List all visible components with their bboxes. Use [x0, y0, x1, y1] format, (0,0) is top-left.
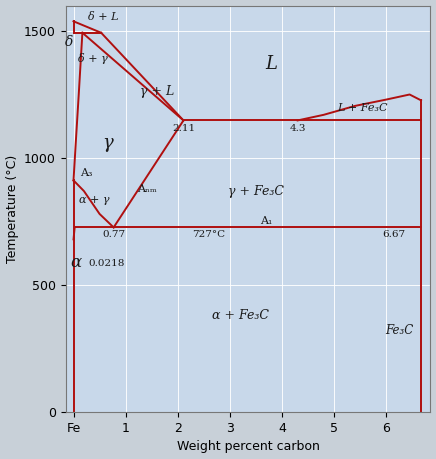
Text: δ + γ: δ + γ	[78, 53, 107, 64]
Text: α + γ: α + γ	[79, 195, 109, 205]
Text: δ: δ	[65, 35, 74, 50]
Text: 0.0218: 0.0218	[88, 259, 125, 268]
Text: A₃: A₃	[80, 168, 92, 178]
Text: A₁: A₁	[260, 216, 272, 226]
Text: δ + L: δ + L	[88, 12, 119, 22]
Text: 727°C: 727°C	[192, 230, 225, 239]
Text: L: L	[266, 55, 278, 73]
Text: γ + Fe₃C: γ + Fe₃C	[228, 185, 284, 197]
Text: Aₙₘ: Aₙₘ	[137, 184, 157, 194]
Text: γ: γ	[102, 134, 113, 152]
Text: 6.67: 6.67	[382, 230, 405, 239]
X-axis label: Weight percent carbon: Weight percent carbon	[177, 441, 320, 453]
Text: α + Fe₃C: α + Fe₃C	[212, 309, 269, 322]
Text: Fe₃C: Fe₃C	[385, 325, 413, 337]
Y-axis label: Temperature (°C): Temperature (°C)	[6, 155, 19, 263]
Text: γ + L: γ + L	[140, 85, 174, 99]
Text: α: α	[71, 254, 82, 271]
Text: 0.77: 0.77	[102, 230, 125, 239]
Text: L + Fe₃C: L + Fe₃C	[337, 103, 388, 113]
Text: 4.3: 4.3	[290, 124, 306, 133]
Text: 2.11: 2.11	[172, 124, 195, 133]
